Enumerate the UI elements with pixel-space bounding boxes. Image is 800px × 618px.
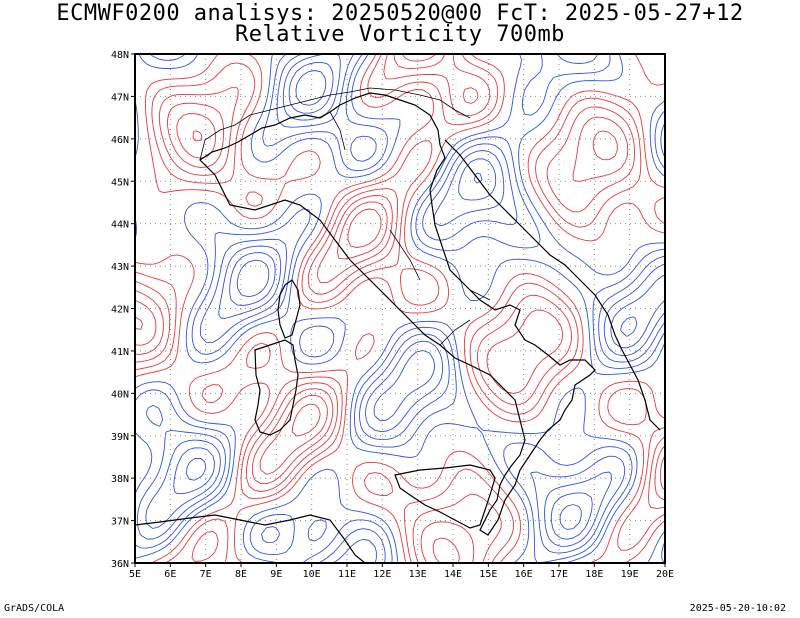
national-borders: [199, 87, 491, 346]
lon-tick-label: 18E: [585, 569, 603, 580]
lat-tick-label: 46N: [111, 135, 129, 146]
lon-tick-label: 8E: [235, 569, 247, 580]
map-axes: 5E 6E 7E 8E 9E 10E 11E 12E 13E 14E 15E 16E 17E 18E 19E…: [111, 50, 674, 580]
lat-tick-label: 48N: [111, 50, 129, 61]
lon-tick-label: 5E: [129, 569, 141, 580]
balkan-coastline: [444, 139, 661, 431]
positive-vorticity-contour: [135, 54, 665, 563]
map-grid: [135, 54, 665, 563]
lon-tick-label: 17E: [550, 569, 568, 580]
map-subtitle: Relative Vorticity 700mb: [235, 22, 565, 47]
lon-tick-label: 9E: [270, 569, 282, 580]
lon-tick-label: 13E: [409, 569, 427, 580]
positive-vorticity-contour: [135, 54, 665, 563]
lon-tick-label: 7E: [200, 569, 212, 580]
lon-tick-label: 6E: [164, 569, 176, 580]
positive-vorticity-contour: [135, 54, 665, 563]
lon-tick-label: 10E: [303, 569, 321, 580]
sicily-coastline: [394, 464, 496, 529]
sardinia-coastline: [254, 339, 299, 436]
lon-tick-label: 20E: [656, 569, 674, 580]
lon-tick-label: 19E: [621, 569, 639, 580]
africa-coastline: [135, 514, 366, 563]
lat-tick-label: 45N: [111, 177, 129, 188]
negative-vorticity-contour: [186, 70, 638, 530]
lon-tick-label: 12E: [373, 569, 391, 580]
positive-vorticity-contour: [135, 54, 665, 563]
lat-tick-label: 47N: [111, 92, 129, 103]
map-title: ECMWF0200 analisys: 20250520@00 FcT: 202…: [56, 1, 744, 26]
lon-tick-label: 16E: [515, 569, 533, 580]
corsica-coastline: [277, 279, 301, 339]
positive-vorticity-contour: [135, 54, 665, 563]
lon-tick-label: 11E: [338, 569, 356, 580]
lat-tick-label: 40N: [111, 389, 129, 400]
negative-vorticity-contour: [136, 54, 665, 563]
vorticity-contours: [135, 54, 665, 563]
lon-tick-label: 14E: [444, 569, 462, 580]
lat-tick-label: 39N: [111, 432, 129, 443]
negative-vorticity-contour: [173, 61, 665, 540]
coastline: [135, 87, 661, 563]
lon-tick-label: 15E: [479, 569, 497, 580]
timestamp: 2025-05-20-10:02: [689, 603, 786, 614]
lat-tick-label: 37N: [111, 517, 129, 528]
lat-tick-label: 41N: [111, 347, 129, 358]
negative-vorticity-contour: [145, 54, 665, 563]
negative-vorticity-contour: [135, 54, 665, 563]
lat-tick-label: 38N: [111, 474, 129, 485]
lat-tick-label: 36N: [111, 559, 129, 570]
software-credit: GrADS/COLA: [4, 603, 65, 614]
lat-tick-label: 42N: [111, 305, 129, 316]
lat-tick-label: 44N: [111, 220, 129, 231]
lat-tick-label: 43N: [111, 262, 129, 273]
